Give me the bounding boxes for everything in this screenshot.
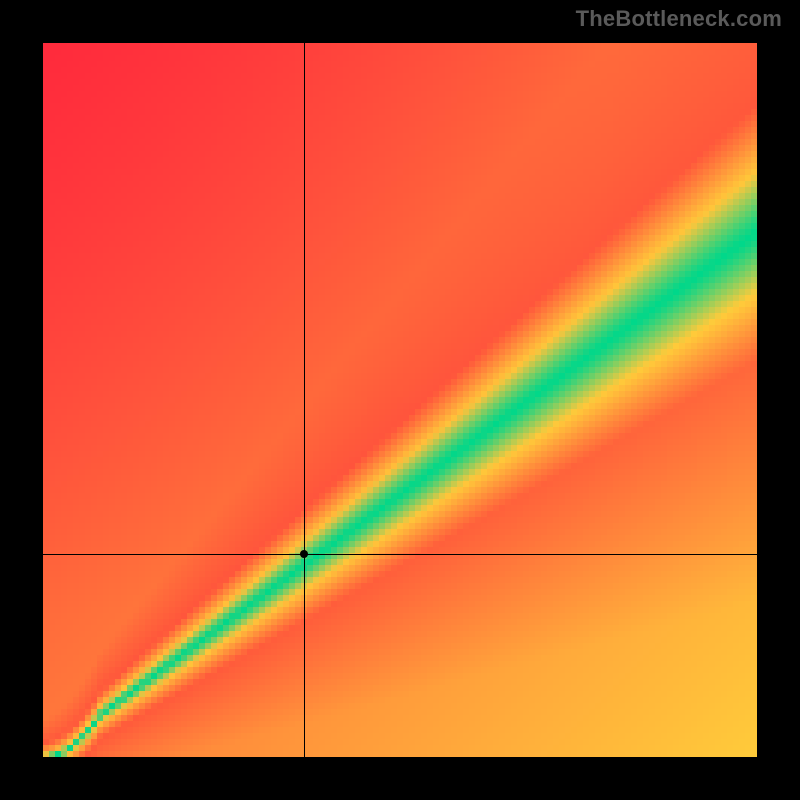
crosshair-horizontal [43, 554, 757, 555]
chart-container: TheBottleneck.com [0, 0, 800, 800]
crosshair-vertical [304, 43, 305, 757]
crosshair-marker [300, 550, 308, 558]
heatmap-plot [43, 43, 757, 757]
heatmap-canvas [43, 43, 757, 757]
watermark-text: TheBottleneck.com [576, 6, 782, 32]
